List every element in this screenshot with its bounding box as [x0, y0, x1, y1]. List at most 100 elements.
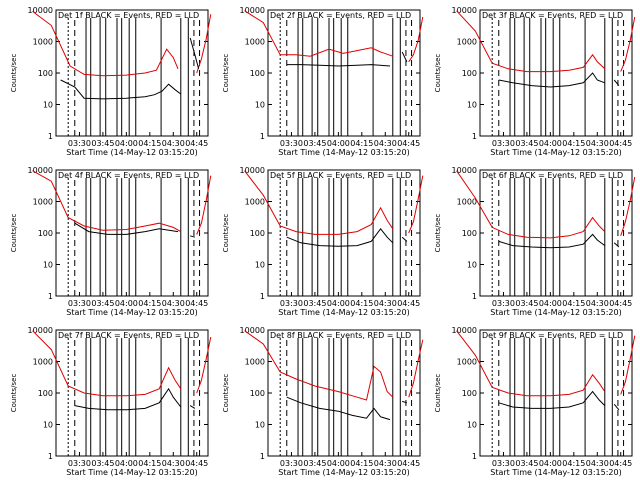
x-tick-label: 04:00: [539, 299, 562, 308]
x-axis-label: Start Time (14-May-12 03:15:20): [490, 468, 621, 477]
x-tick-label: 03:30: [280, 459, 303, 468]
x-axis-label: Start Time (14-May-12 03:15:20): [278, 468, 409, 477]
plot-title: Det 8f BLACK = Events, RED = LLD: [270, 331, 411, 340]
x-tick-label: 03:30: [280, 139, 303, 148]
y-tick-label: 10000: [240, 6, 265, 15]
events-series-tail: [613, 79, 620, 86]
x-tick-label: 04:45: [397, 139, 420, 148]
x-tick-label: 04:30: [586, 299, 609, 308]
detector-plot-3: Det 3f BLACK = Events, RED = LLD 1 10 100 10…: [434, 6, 636, 157]
y-tick-label: 1: [260, 132, 265, 141]
x-tick-label: 04:45: [609, 299, 632, 308]
events-series-line: [498, 233, 606, 249]
y-tick-label: 10: [43, 101, 53, 110]
x-tick-label: 04:15: [138, 139, 161, 148]
y-tick-label: 1: [48, 452, 53, 461]
lld-series-tail: [196, 175, 212, 235]
detector-plot-8: Det 8f BLACK = Events, RED = LLD 1 10 100 10…: [222, 326, 424, 477]
lld-series-line: [456, 10, 606, 73]
x-axis-label: Start Time (14-May-12 03:15:20): [490, 308, 621, 317]
plot-frame: [55, 169, 209, 297]
x-tick-label: 04:30: [586, 139, 609, 148]
x-axis-label: Start Time (14-May-12 03:15:20): [66, 468, 197, 477]
lld-series-tail: [408, 16, 424, 63]
y-tick-label: 10: [255, 421, 265, 430]
plot-frame: [267, 9, 421, 137]
y-axis-label: Counts/sec: [10, 214, 18, 253]
plot-frame: [479, 169, 633, 297]
detector-plot-9: Det 9f BLACK = Events, RED = LLD 1 10 100 10…: [434, 326, 636, 477]
plot-title: Det 1f BLACK = Events, RED = LLD: [58, 11, 199, 20]
y-tick-label: 1000: [33, 38, 53, 47]
y-tick-label: 1: [260, 292, 265, 301]
detector-plot-4: Det 4f BLACK = Events, RED = LLD 1 10 100 10…: [10, 166, 212, 317]
y-tick-label: 1000: [33, 198, 53, 207]
y-tick-label: 1000: [245, 198, 265, 207]
events-series-line: [498, 390, 606, 409]
y-axis-label: Counts/sec: [10, 54, 18, 93]
x-tick-label: 03:45: [515, 139, 538, 148]
x-tick-label: 04:30: [374, 459, 397, 468]
events-series-tail: [401, 51, 408, 63]
detector-plot-5: Det 5f BLACK = Events, RED = LLD 1 10 100 10…: [222, 166, 424, 317]
x-tick-label: 04:15: [562, 139, 585, 148]
x-tick-label: 03:45: [303, 139, 326, 148]
y-tick-label: 1: [472, 132, 477, 141]
x-tick-label: 03:45: [91, 139, 114, 148]
x-tick-label: 04:15: [138, 299, 161, 308]
x-tick-label: 04:30: [162, 139, 185, 148]
x-tick-label: 04:45: [609, 459, 632, 468]
detector-plot-7: Det 7f BLACK = Events, RED = LLD 1 10 100 10…: [10, 326, 212, 477]
x-tick-label: 04:45: [185, 139, 208, 148]
x-tick-label: 04:30: [374, 139, 397, 148]
y-tick-label: 1000: [245, 38, 265, 47]
y-tick-label: 10: [43, 261, 53, 270]
plot-title: Det 7f BLACK = Events, RED = LLD: [58, 331, 199, 340]
y-axis-label: Counts/sec: [434, 54, 442, 93]
events-series-line: [498, 72, 605, 88]
y-tick-label: 100: [462, 229, 477, 238]
y-tick-label: 10000: [452, 326, 477, 335]
events-series-tail: [401, 236, 408, 242]
detector-plot-2: Det 2f BLACK = Events, RED = LLD 1 10 100 10…: [222, 6, 424, 157]
events-series-line: [74, 222, 179, 235]
x-tick-label: 03:30: [492, 459, 515, 468]
y-tick-label: 100: [38, 229, 53, 238]
y-tick-label: 10: [43, 421, 53, 430]
x-axis-label: Start Time (14-May-12 03:15:20): [66, 308, 197, 317]
y-tick-label: 10000: [240, 326, 265, 335]
y-tick-label: 10: [255, 101, 265, 110]
plot-title: Det 2f BLACK = Events, RED = LLD: [270, 11, 411, 20]
events-series-tail: [189, 37, 200, 69]
plot-title: Det 5f BLACK = Events, RED = LLD: [270, 171, 411, 180]
y-tick-label: 10000: [28, 6, 53, 15]
x-tick-label: 04:30: [374, 299, 397, 308]
lld-series-tail: [408, 175, 424, 234]
y-tick-label: 10: [255, 261, 265, 270]
y-axis-label: Counts/sec: [10, 374, 18, 413]
x-tick-label: 03:45: [515, 459, 538, 468]
x-tick-label: 04:15: [350, 459, 373, 468]
x-tick-label: 04:45: [609, 139, 632, 148]
y-tick-label: 1: [48, 292, 53, 301]
events-series-tail: [190, 235, 196, 238]
y-tick-label: 1: [260, 452, 265, 461]
y-axis-label: Counts/sec: [222, 54, 230, 93]
x-tick-label: 03:45: [303, 299, 326, 308]
x-tick-label: 04:00: [115, 299, 138, 308]
lld-series-tail: [408, 339, 424, 398]
x-tick-label: 04:00: [327, 139, 350, 148]
y-tick-label: 1000: [457, 198, 477, 207]
events-series-line: [286, 64, 391, 67]
plot-title: Det 6f BLACK = Events, RED = LLD: [482, 171, 623, 180]
y-tick-label: 1000: [457, 358, 477, 367]
x-tick-label: 04:15: [138, 459, 161, 468]
plot-frame: [479, 329, 633, 457]
lld-series-line: [32, 10, 179, 77]
y-axis-label: Counts/sec: [222, 214, 230, 253]
y-tick-label: 10000: [452, 166, 477, 175]
lld-series-line: [244, 170, 394, 235]
x-tick-label: 03:30: [492, 299, 515, 308]
detector-plot-1: Det 1f BLACK = Events, RED = LLD 1 10 100 10…: [10, 6, 212, 157]
lld-series-line: [456, 170, 606, 239]
